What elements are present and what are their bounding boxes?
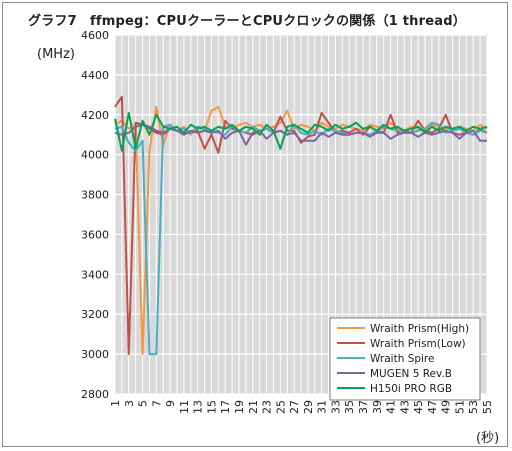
x-tick-label: 25 [274,400,287,414]
x-axis-ticks: 1 3 5 7 9 11 13 15 17 19 21 23 25 27 29 31 33 35 37 39 41 43 4… [109,400,494,414]
y-tick-label: 2800 [81,388,109,401]
x-tick-label: 35 [343,400,356,414]
y-tick-label: 4400 [81,69,109,82]
legend-label: Wraith Spire [370,353,434,365]
y-tick-label: 4600 [81,29,109,42]
x-tick-label: 5 [137,400,150,407]
y-axis-unit-label: (MHz) [37,47,75,62]
legend: Wraith Prism(High) Wraith Prism(Low) Wrait… [329,317,481,401]
y-tick-label: 4000 [81,149,109,162]
x-tick-label: 41 [385,400,398,414]
y-tick-label: 3200 [81,308,109,321]
chart-title: グラフ7 ffmpeg：CPUクーラーとCPUクロックの関係（1 thread） [28,14,466,29]
y-tick-label: 4200 [81,109,109,122]
x-tick-label: 13 [192,400,205,414]
x-tick-label: 19 [233,400,246,414]
legend-label: H150i PRO RGB [370,383,452,395]
x-tick-label: 15 [205,400,218,414]
x-tick-label: 47 [426,400,439,414]
x-tick-label: 23 [261,400,274,414]
y-tick-label: 3000 [81,348,109,361]
x-tick-label: 17 [219,400,232,414]
x-tick-label: 37 [357,400,370,414]
x-tick-label: 33 [329,400,342,414]
x-tick-label: 21 [247,400,260,414]
x-tick-label: 27 [288,400,301,414]
y-tick-label: 3800 [81,189,109,202]
y-tick-label: 3600 [81,228,109,241]
legend-label: MUGEN 5 Rev.B [370,368,452,380]
x-tick-label: 51 [453,400,466,414]
y-axis-ticks: 2800 3000 3200 3400 3600 3800 4000 4200 4400 4600 [81,29,109,401]
x-tick-label: 9 [164,400,177,407]
x-tick-label: 3 [123,400,136,407]
x-tick-label: 49 [440,400,453,414]
x-tick-label: 31 [316,400,329,414]
x-tick-label: 53 [467,400,480,414]
x-tick-label: 7 [150,400,163,407]
x-tick-label: 39 [371,400,384,414]
x-tick-label: 1 [109,400,122,407]
legend-label: Wraith Prism(High) [370,323,469,335]
x-tick-label: 29 [302,400,315,414]
x-axis-unit-label: (秒) [476,431,500,446]
series-line [114,111,488,152]
x-tick-label: 55 [481,400,494,414]
x-tick-label: 11 [178,400,191,414]
x-tick-label: 43 [398,400,411,414]
x-tick-label: 45 [412,400,425,414]
series-lines [114,95,488,356]
legend-label: Wraith Prism(Low) [370,338,466,350]
y-tick-label: 3400 [81,268,109,281]
